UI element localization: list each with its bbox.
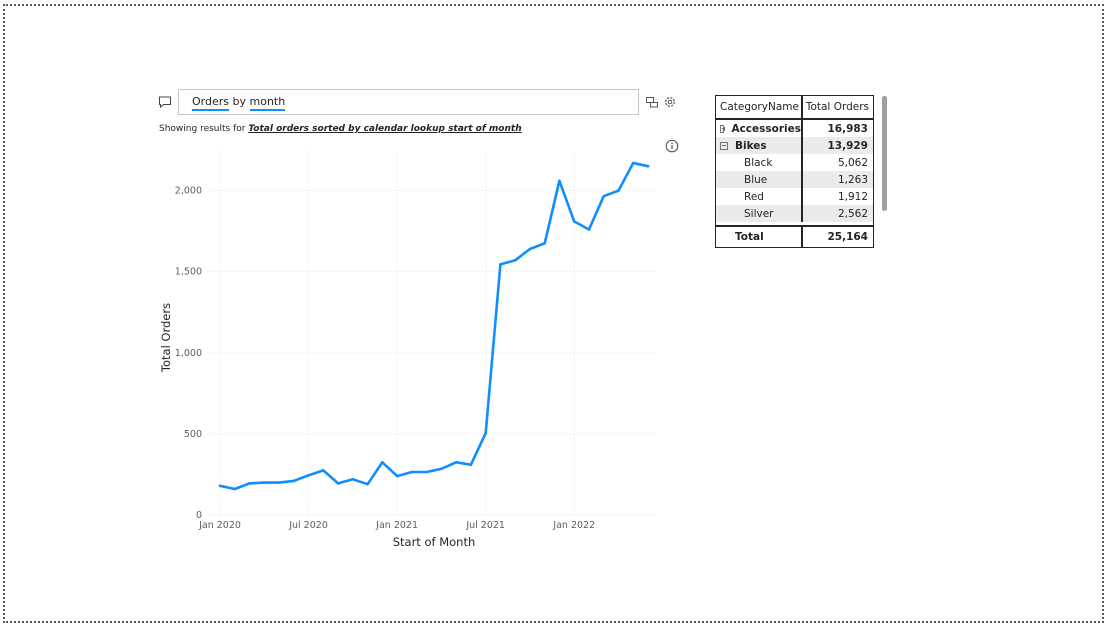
data-point (602, 194, 606, 198)
y-axis-title: Total Orders (159, 303, 173, 373)
speech-bubble-icon[interactable] (158, 95, 172, 109)
matrix-row-label: Bikes (735, 139, 767, 152)
data-point (617, 189, 620, 192)
matrix-row-label: Black (744, 156, 773, 169)
x-tick-label: Jul 2020 (288, 520, 328, 531)
matrix-total-row: Total 25,164 (716, 225, 873, 247)
showing-results-text: Showing results for Total orders sorted … (159, 124, 522, 134)
matrix-row-value: 1,912 (837, 190, 868, 203)
data-point (292, 479, 296, 483)
orders-line-chart[interactable]: 0 500 1,000 1,500 2,000 Jan 2020 Jul 2020 Jan 2… (150, 150, 670, 555)
data-point (366, 482, 369, 486)
matrix-row[interactable]: Blue 1,263 (716, 171, 873, 188)
y-tick-label: 2,000 (175, 186, 202, 197)
qa-query-term: Orders (192, 95, 229, 111)
qa-question-input[interactable]: Orders by month (178, 89, 639, 115)
showing-results-prefix: Showing results for (159, 124, 249, 134)
data-point (543, 241, 546, 245)
matrix-scrollbar[interactable] (882, 96, 887, 211)
matrix-row[interactable]: Red 1,912 (716, 188, 873, 205)
table-view-icon[interactable] (645, 95, 659, 109)
expand-plus-icon[interactable] (720, 124, 725, 133)
data-point (262, 481, 266, 484)
matrix-row-label: Blue (744, 173, 768, 186)
data-point (499, 263, 502, 266)
data-point (248, 482, 251, 485)
matrix-row-label-cell: Bikes (716, 137, 803, 154)
x-tick-label: Jul 2021 (465, 520, 505, 531)
matrix-row-label: Red (744, 190, 764, 203)
gear-icon[interactable] (663, 95, 677, 109)
qa-query-term: month (249, 95, 286, 111)
matrix-row-value: 13,929 (827, 139, 868, 152)
x-tick-label: Jan 2020 (198, 520, 241, 531)
x-tick-label: Jan 2021 (375, 520, 418, 531)
data-point (572, 220, 576, 223)
data-point (277, 481, 281, 484)
matrix-row[interactable]: Black 5,062 (716, 154, 873, 171)
matrix-header-row: CategoryName Total Orders (716, 96, 873, 120)
data-point (425, 470, 428, 474)
matrix-row-label-cell: Black (716, 154, 803, 171)
data-point (646, 164, 650, 168)
matrix-row-value: 1,263 (837, 173, 868, 186)
matrix-row-label-cell: Blue (716, 171, 803, 188)
series-line (218, 161, 650, 491)
matrix-row-value: 16,983 (827, 122, 868, 135)
matrix-row[interactable]: Accessories 16,983 (716, 120, 873, 137)
matrix-row[interactable]: Silver 2,562 (716, 205, 873, 222)
y-tick-label: 500 (184, 429, 202, 440)
matrix-row-label-cell: Red (716, 188, 803, 205)
matrix-row[interactable]: Bikes 13,929 (716, 137, 873, 154)
y-tick-label: 0 (196, 510, 202, 521)
matrix-total-value: 25,164 (827, 231, 868, 243)
data-point (469, 463, 473, 467)
x-axis-title: Start of Month (393, 535, 476, 549)
data-point (322, 469, 325, 472)
y-tick-label: 1,500 (175, 267, 202, 278)
data-point (351, 478, 355, 481)
matrix-row-label: Silver (744, 207, 774, 220)
collapse-minus-icon[interactable] (720, 141, 728, 150)
y-tick-label: 1,000 (175, 348, 202, 359)
category-orders-matrix[interactable]: CategoryName Total Orders Accessories 16,… (715, 95, 874, 248)
data-point (233, 487, 237, 491)
data-point (307, 473, 310, 477)
info-icon[interactable] (665, 139, 679, 153)
matrix-total-label: Total (716, 227, 803, 247)
data-point (484, 431, 487, 435)
x-tick-label: Jan 2022 (552, 520, 595, 531)
data-point (440, 467, 443, 471)
data-point (381, 460, 384, 464)
data-point (218, 484, 222, 488)
data-point (631, 161, 635, 165)
matrix-row-label: Accessories (731, 122, 801, 135)
showing-results-link[interactable]: Total orders sorted by calendar lookup s… (248, 124, 522, 134)
data-point (513, 259, 517, 262)
report-canvas-frame (3, 4, 1104, 623)
data-point (454, 460, 458, 464)
data-point (558, 179, 561, 183)
matrix-header-category[interactable]: CategoryName (716, 96, 803, 118)
matrix-row-value: 2,562 (837, 207, 868, 220)
matrix-row-label-cell: Accessories (716, 120, 803, 137)
data-point (528, 247, 532, 251)
matrix-row-label-cell: Silver (716, 205, 803, 222)
data-point (587, 228, 591, 231)
data-point (336, 482, 340, 485)
data-point (410, 470, 414, 474)
matrix-header-total-orders[interactable]: Total Orders (805, 101, 869, 113)
matrix-row-value: 5,062 (837, 156, 868, 169)
data-point (395, 474, 399, 478)
qa-query-word: by (229, 95, 250, 108)
